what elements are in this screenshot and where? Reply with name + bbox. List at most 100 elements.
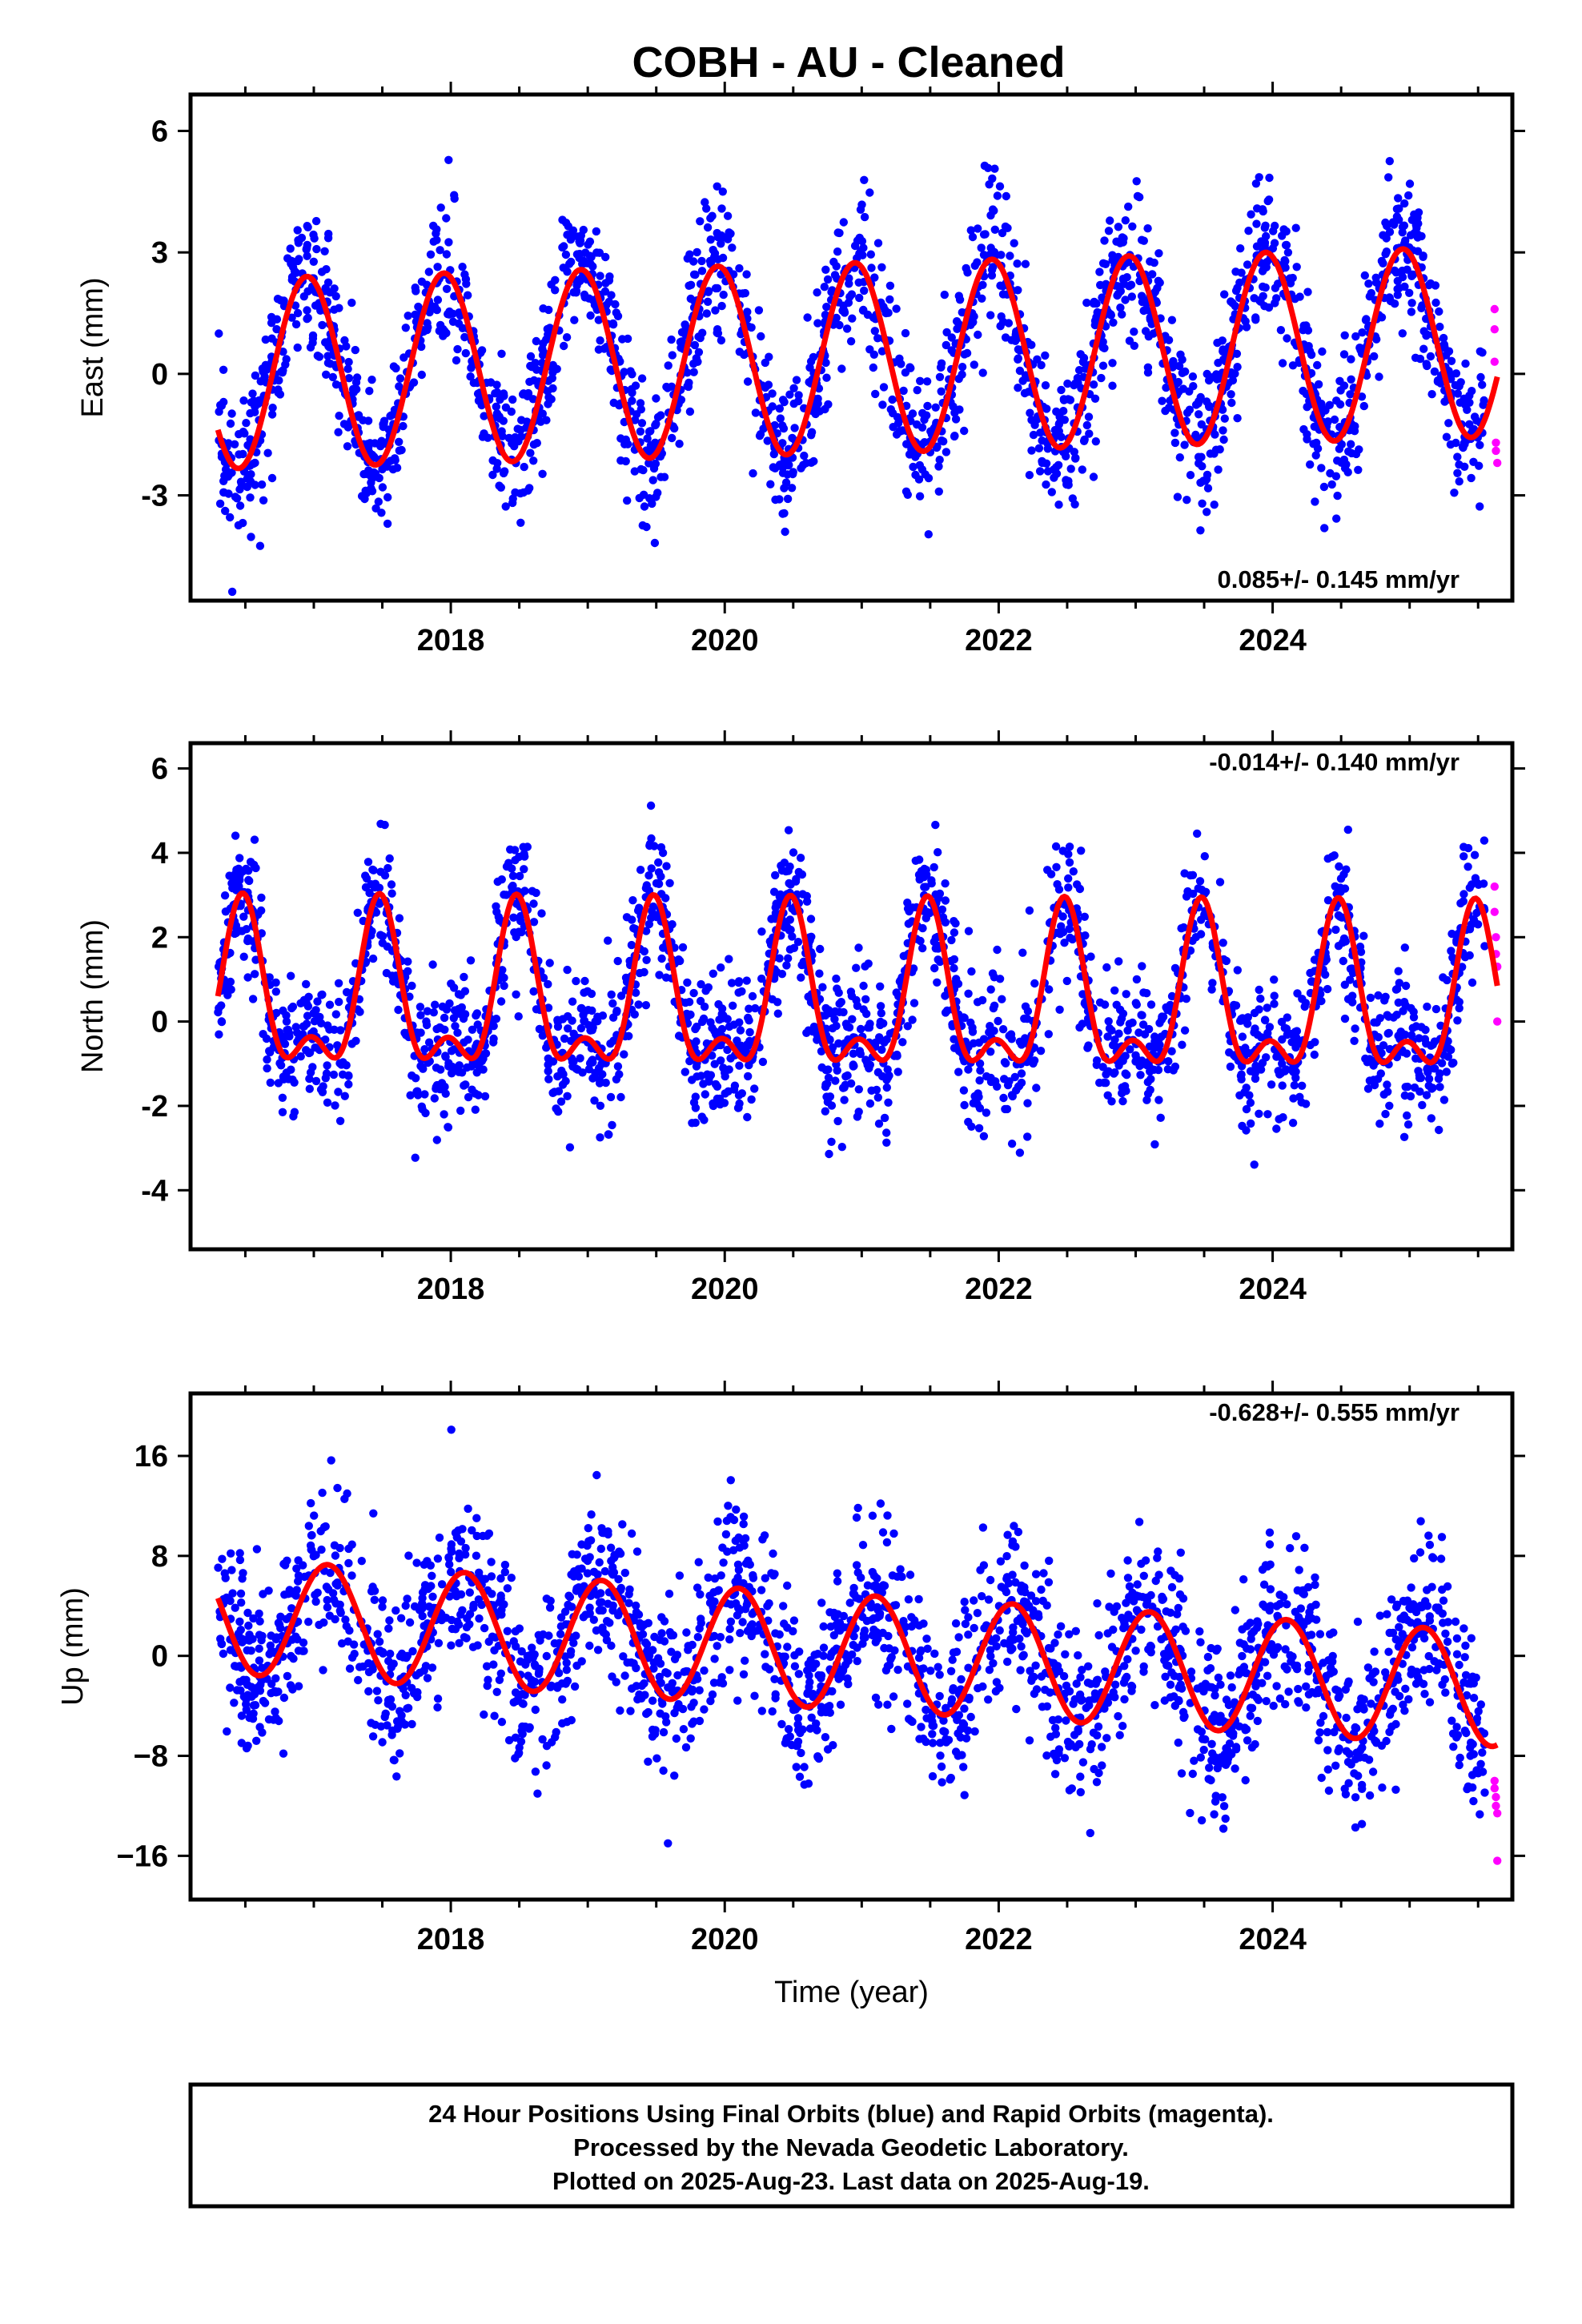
final-orbit-point	[596, 1101, 605, 1111]
final-orbit-point	[536, 417, 545, 426]
final-orbit-point	[1065, 858, 1074, 867]
final-orbit-point	[780, 509, 789, 518]
final-orbit-point	[1050, 473, 1058, 482]
final-orbit-point	[565, 259, 574, 268]
final-orbit-point	[847, 290, 857, 299]
final-orbit-point	[667, 335, 676, 344]
final-orbit-point	[1079, 436, 1089, 445]
final-orbit-point	[529, 456, 538, 465]
final-orbit-point	[621, 973, 631, 983]
final-orbit-point	[833, 1116, 842, 1126]
final-orbit-point	[291, 1023, 300, 1031]
final-orbit-point	[261, 335, 270, 344]
final-orbit-point	[751, 1003, 760, 1013]
final-orbit-point	[1418, 1100, 1427, 1110]
final-orbit-point	[1104, 227, 1114, 235]
final-orbit-point	[1178, 1040, 1186, 1049]
final-orbit-point	[1076, 350, 1085, 359]
final-orbit-point	[1233, 363, 1242, 372]
final-orbit-point	[323, 359, 333, 368]
final-orbit-point	[598, 1011, 608, 1020]
final-orbit-point	[918, 408, 927, 418]
final-orbit-point	[654, 858, 663, 867]
final-orbit-point	[998, 995, 1006, 1003]
final-orbit-point	[841, 1072, 850, 1081]
final-orbit-point	[1317, 1773, 1326, 1783]
final-orbit-point	[387, 889, 396, 898]
final-orbit-point	[823, 1097, 833, 1107]
final-orbit-point	[1104, 1017, 1113, 1026]
final-orbit-point	[1227, 398, 1236, 408]
final-orbit-point	[230, 440, 239, 448]
final-orbit-point	[761, 383, 770, 392]
final-orbit-point	[677, 328, 687, 337]
final-orbit-point	[852, 995, 861, 1005]
final-orbit-point	[331, 1101, 339, 1110]
final-orbit-point	[474, 396, 484, 405]
final-orbit-point	[954, 374, 963, 384]
final-orbit-point	[412, 287, 420, 296]
final-orbit-point	[226, 513, 235, 522]
final-orbit-point	[606, 1092, 616, 1102]
final-orbit-point	[235, 875, 244, 885]
final-orbit-point	[271, 978, 280, 987]
final-orbit-point	[492, 409, 502, 418]
final-orbit-point	[716, 1100, 725, 1109]
final-orbit-point	[373, 1630, 382, 1638]
final-orbit-point	[807, 458, 816, 467]
final-orbit-point	[1114, 1711, 1122, 1721]
y-tick-label: 6	[151, 115, 168, 149]
final-orbit-point	[1074, 366, 1084, 375]
final-orbit-point	[576, 231, 585, 240]
final-orbit-point	[963, 1726, 973, 1735]
final-orbit-point	[1382, 234, 1391, 243]
final-orbit-point	[1057, 385, 1066, 395]
final-orbit-point	[1062, 976, 1072, 986]
final-orbit-point	[697, 979, 705, 989]
final-orbit-point	[251, 371, 260, 380]
rapid-orbit-point	[1490, 882, 1500, 891]
final-orbit-point	[873, 1093, 883, 1102]
final-orbit-point	[605, 272, 614, 281]
final-orbit-point	[335, 304, 343, 312]
final-orbit-point	[275, 390, 285, 399]
final-orbit-point	[729, 1001, 737, 1011]
final-orbit-point	[1127, 292, 1137, 301]
final-orbit-point	[561, 1076, 570, 1086]
final-orbit-point	[519, 842, 528, 851]
final-orbit-point	[295, 255, 303, 263]
final-orbit-point	[215, 499, 225, 509]
final-orbit-point	[1143, 1089, 1153, 1099]
final-orbit-point	[353, 908, 362, 918]
final-orbit-point	[424, 267, 433, 276]
x-tick-label: 2022	[965, 624, 1033, 657]
final-orbit-point	[923, 401, 932, 411]
final-orbit-point	[588, 262, 597, 271]
final-orbit-point	[776, 890, 785, 899]
final-orbit-point	[1098, 293, 1106, 302]
final-orbit-point	[1399, 239, 1409, 248]
final-orbit-point	[316, 1019, 326, 1028]
final-orbit-point	[776, 414, 785, 423]
final-orbit-point	[1167, 1047, 1176, 1055]
final-orbit-point	[497, 427, 506, 436]
final-orbit-point	[743, 377, 753, 386]
final-orbit-point	[1313, 444, 1323, 453]
final-orbit-point	[1099, 1078, 1109, 1088]
final-orbit-point	[768, 389, 777, 398]
final-orbit-point	[1014, 354, 1023, 363]
final-orbit-point	[1419, 344, 1428, 353]
final-orbit-point	[404, 957, 412, 966]
final-orbit-point	[596, 336, 604, 345]
final-orbit-point	[909, 999, 919, 1007]
final-orbit-point	[343, 442, 352, 451]
final-orbit-point	[1116, 239, 1125, 247]
final-orbit-point	[1139, 236, 1149, 245]
final-orbit-point	[734, 1104, 743, 1112]
final-orbit-point	[394, 1005, 403, 1015]
final-orbit-point	[287, 1003, 296, 1013]
final-orbit-point	[263, 362, 271, 371]
final-orbit-point	[1361, 316, 1371, 324]
final-orbit-point	[885, 295, 894, 304]
final-orbit-point	[1401, 1083, 1410, 1092]
